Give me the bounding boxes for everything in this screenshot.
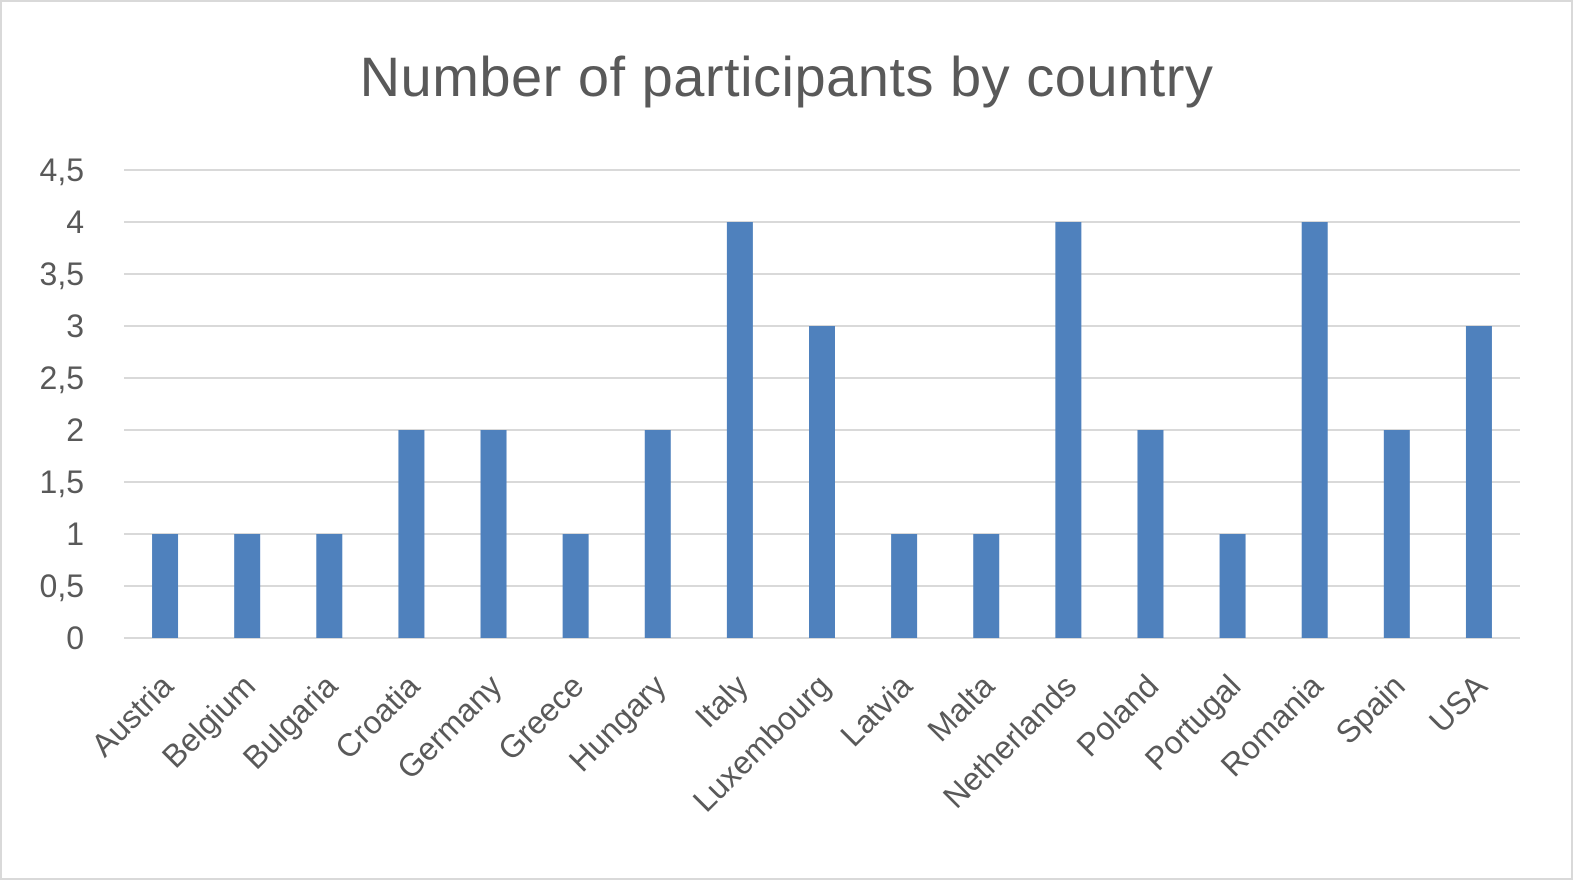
y-tick-label: 2,5 xyxy=(40,360,84,396)
bar-malta xyxy=(973,534,1000,638)
x-tick-label-usa: USA xyxy=(1422,667,1494,739)
y-tick-label: 1,5 xyxy=(40,464,84,500)
bar-usa xyxy=(1465,326,1492,638)
bar-croatia xyxy=(398,430,425,638)
x-axis-tick-labels: AustriaBelgiumBulgariaCroatiaGermanyGree… xyxy=(84,667,1494,819)
bar-belgium xyxy=(234,534,261,638)
bar-netherlands xyxy=(1055,222,1082,638)
y-tick-label: 3 xyxy=(66,308,84,344)
bars xyxy=(152,222,1492,638)
y-tick-label: 1 xyxy=(66,516,84,552)
bar-austria xyxy=(152,534,179,638)
bar-bulgaria xyxy=(316,534,343,638)
x-tick-label-spain: Spain xyxy=(1328,667,1411,750)
y-tick-label: 0 xyxy=(66,620,84,656)
y-tick-label: 4,5 xyxy=(40,152,84,188)
y-axis-tick-labels: 0 0,5 1 1,5 2 2,5 3 3,5 4 4,5 xyxy=(40,152,84,656)
bar-germany xyxy=(480,430,507,638)
y-tick-label: 4 xyxy=(66,204,84,240)
y-tick-label: 2 xyxy=(66,412,84,448)
bar-romania xyxy=(1301,222,1328,638)
x-tick-label-italy: Italy xyxy=(688,667,755,734)
y-tick-label: 0,5 xyxy=(40,568,84,604)
bar-poland xyxy=(1137,430,1164,638)
chart-title: Number of participants by country xyxy=(359,45,1214,108)
bar-luxembourg xyxy=(809,326,835,638)
x-tick-label-latvia: Latvia xyxy=(833,667,919,753)
bar-greece xyxy=(562,534,589,638)
y-tick-label: 3,5 xyxy=(40,256,84,292)
bar-portugal xyxy=(1219,534,1246,638)
bar-hungary xyxy=(644,430,671,638)
bar-spain xyxy=(1383,430,1410,638)
bar-latvia xyxy=(891,534,918,638)
bar-italy xyxy=(726,222,753,638)
